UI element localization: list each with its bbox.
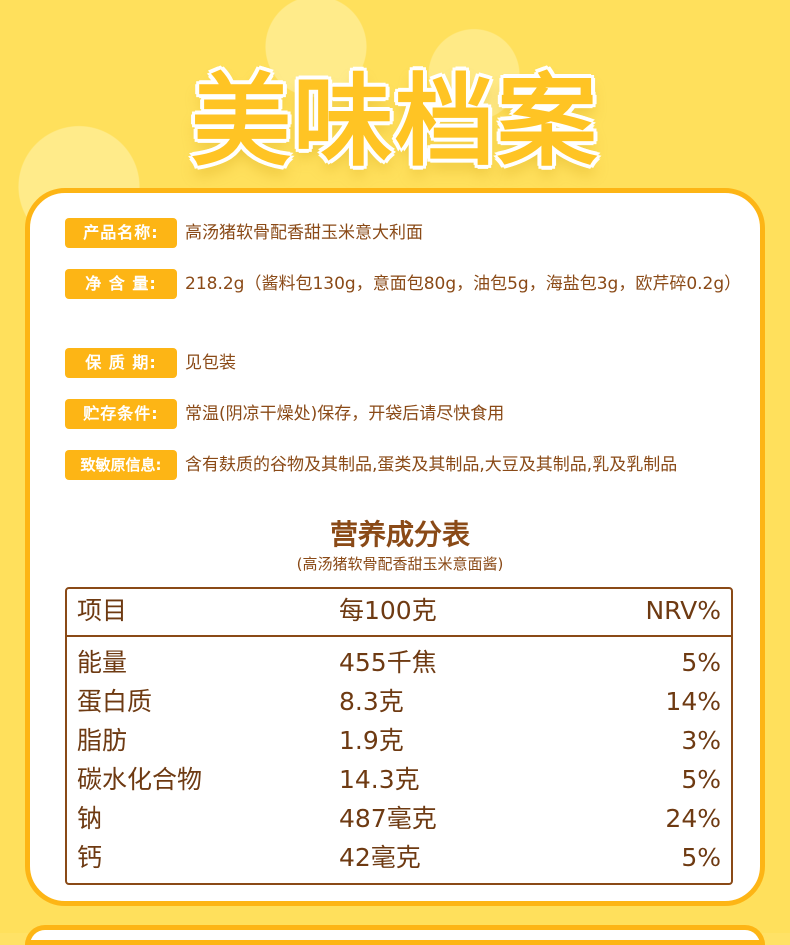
- next-card-edge: [25, 925, 765, 945]
- nutrition-table: 项目 每100克 NRV% 能量 455千焦 5% 蛋白质 8.3克 14% 脂肪 1.9…: [65, 587, 733, 885]
- info-label: 致敏原信息:: [65, 450, 177, 480]
- cell-amount: 1.9克: [339, 726, 404, 755]
- cell-item: 钠: [77, 804, 103, 833]
- header-nrv: NRV%: [645, 596, 721, 625]
- header-item: 项目: [77, 596, 128, 625]
- table-row: 蛋白质 8.3克 14%: [67, 682, 731, 721]
- cell-item: 蛋白质: [77, 687, 153, 716]
- info-row-name: 产品名称: 高汤猪软骨配香甜玉米意大利面: [65, 218, 735, 248]
- cell-item: 脂肪: [77, 726, 128, 755]
- cell-nrv: 5%: [681, 843, 721, 872]
- cell-amount: 487毫克: [339, 804, 437, 833]
- info-value: 常温(阴凉干燥处)保存，开袋后请尽快食用: [185, 404, 505, 424]
- info-row-weight: 净 含 量: 218.2g（酱料包130g，意面包80g，油包5g，海盐包3g，欧…: [65, 269, 742, 300]
- table-row: 钙 42毫克 5%: [67, 838, 731, 877]
- table-row: 碳水化合物 14.3克 5%: [67, 760, 731, 799]
- cell-amount: 14.3克: [339, 765, 420, 794]
- table-row: 脂肪 1.9克 3%: [67, 721, 731, 760]
- cell-nrv: 5%: [681, 765, 721, 794]
- info-value: 见包装: [185, 353, 236, 373]
- info-row-shelf-life: 保 质 期: 见包装: [65, 348, 735, 378]
- info-row-storage: 贮存条件: 常温(阴凉干燥处)保存，开袋后请尽快食用: [65, 399, 735, 429]
- cell-amount: 455千焦: [339, 648, 437, 677]
- cell-item: 能量: [77, 648, 128, 677]
- info-label: 产品名称:: [65, 218, 177, 248]
- info-value: 高汤猪软骨配香甜玉米意大利面: [185, 223, 423, 243]
- table-row: 钠 487毫克 24%: [67, 799, 731, 838]
- header-per100g: 每100克: [339, 596, 437, 625]
- page-title: 美味档案: [191, 63, 599, 180]
- cell-nrv: 14%: [665, 687, 721, 716]
- cell-amount: 42毫克: [339, 843, 421, 872]
- info-value: 含有麸质的谷物及其制品,蛋类及其制品,大豆及其制品,乳及乳制品: [185, 455, 678, 475]
- cell-item: 碳水化合物: [77, 765, 203, 794]
- info-value: 218.2g（酱料包130g，意面包80g，油包5g，海盐包3g，欧芹碎0.2g…: [185, 274, 742, 294]
- info-row-allergens: 致敏原信息: 含有麸质的谷物及其制品,蛋类及其制品,大豆及其制品,乳及乳制品: [65, 450, 735, 481]
- info-card: 产品名称: 高汤猪软骨配香甜玉米意大利面 净 含 量: 218.2g（酱料包130g…: [25, 188, 765, 906]
- cell-amount: 8.3克: [339, 687, 404, 716]
- table-row: 能量 455千焦 5%: [67, 643, 731, 682]
- info-label: 净 含 量:: [65, 269, 177, 299]
- nutrition-title: 营养成分表: [329, 518, 470, 551]
- table-header: 项目 每100克 NRV%: [67, 589, 731, 637]
- cell-item: 钙: [77, 843, 103, 872]
- nutrition-subtitle: (高汤猪软骨配香甜玉米意面酱): [296, 555, 504, 573]
- info-label: 保 质 期:: [65, 348, 177, 378]
- info-label: 贮存条件:: [65, 399, 177, 429]
- cell-nrv: 5%: [681, 648, 721, 677]
- cell-nrv: 24%: [665, 804, 721, 833]
- cell-nrv: 3%: [681, 726, 721, 755]
